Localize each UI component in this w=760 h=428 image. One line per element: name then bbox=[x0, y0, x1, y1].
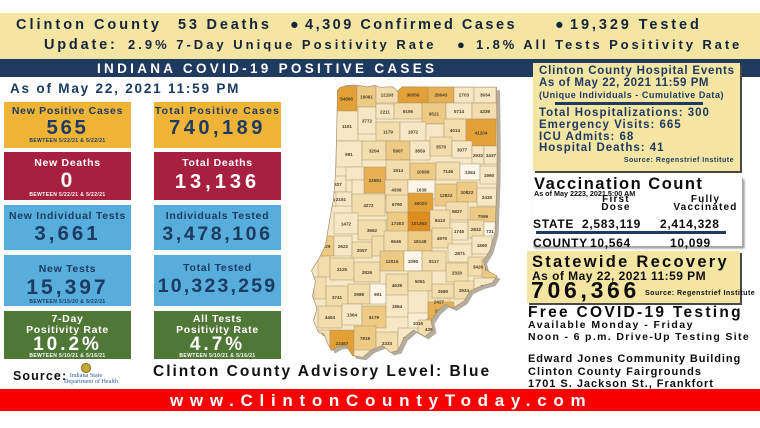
svg-text:4639: 4639 bbox=[392, 283, 403, 288]
svg-text:3772: 3772 bbox=[362, 118, 373, 123]
svg-text:54866: 54866 bbox=[340, 96, 353, 101]
svg-text:4404: 4404 bbox=[325, 315, 336, 320]
svg-text:1914: 1914 bbox=[393, 168, 404, 173]
svg-text:1638: 1638 bbox=[416, 187, 427, 192]
svg-text:1745: 1745 bbox=[454, 229, 465, 234]
svg-text:2703: 2703 bbox=[459, 92, 470, 97]
svg-text:1307: 1307 bbox=[446, 317, 457, 322]
svg-text:1090: 1090 bbox=[408, 259, 419, 264]
svg-text:1864: 1864 bbox=[392, 304, 403, 309]
svg-text:4380: 4380 bbox=[425, 327, 436, 332]
svg-text:12193: 12193 bbox=[381, 92, 394, 97]
svg-text:3426: 3426 bbox=[473, 264, 484, 269]
svg-text:2932: 2932 bbox=[473, 153, 484, 158]
svg-text:5714: 5714 bbox=[454, 109, 465, 114]
svg-text:12015: 12015 bbox=[386, 259, 399, 264]
svg-text:1972: 1972 bbox=[408, 129, 419, 134]
svg-text:101363: 101363 bbox=[411, 221, 427, 226]
svg-text:1708: 1708 bbox=[325, 197, 336, 202]
svg-text:5907: 5907 bbox=[393, 148, 404, 153]
svg-text:29043: 29043 bbox=[435, 92, 448, 97]
svg-text:22581: 22581 bbox=[369, 178, 382, 183]
svg-text:12822: 12822 bbox=[440, 193, 453, 198]
svg-text:3741: 3741 bbox=[332, 295, 343, 300]
svg-text:2125: 2125 bbox=[337, 267, 348, 272]
svg-text:3934: 3934 bbox=[480, 92, 491, 97]
svg-text:19061: 19061 bbox=[360, 94, 373, 99]
svg-text:3977: 3977 bbox=[457, 147, 468, 152]
svg-text:3662: 3662 bbox=[367, 228, 378, 233]
svg-text:3859: 3859 bbox=[415, 148, 426, 153]
svg-text:1354: 1354 bbox=[465, 170, 476, 175]
svg-text:1690: 1690 bbox=[477, 243, 488, 248]
svg-text:1364: 1364 bbox=[347, 312, 358, 317]
svg-text:7099: 7099 bbox=[478, 214, 489, 219]
svg-text:3204: 3204 bbox=[369, 148, 380, 153]
svg-text:8413: 8413 bbox=[435, 218, 446, 223]
svg-text:4272: 4272 bbox=[363, 203, 374, 208]
svg-text:2826: 2826 bbox=[362, 270, 373, 275]
svg-text:18148: 18148 bbox=[414, 239, 427, 244]
svg-text:6179: 6179 bbox=[369, 315, 380, 320]
svg-text:721: 721 bbox=[486, 229, 494, 234]
svg-text:17403: 17403 bbox=[391, 221, 404, 226]
svg-text:5827: 5827 bbox=[452, 209, 463, 214]
svg-text:1179: 1179 bbox=[383, 129, 393, 134]
svg-text:4339: 4339 bbox=[480, 109, 491, 114]
svg-text:10099: 10099 bbox=[417, 169, 430, 174]
svg-text:36556: 36556 bbox=[407, 92, 420, 97]
svg-text:6156: 6156 bbox=[403, 109, 414, 114]
svg-text:2871: 2871 bbox=[455, 251, 466, 256]
svg-text:6790: 6790 bbox=[392, 202, 403, 207]
svg-text:4309: 4309 bbox=[391, 187, 402, 192]
svg-text:36020: 36020 bbox=[414, 201, 427, 206]
svg-text:1101: 1101 bbox=[342, 124, 352, 129]
svg-text:901: 901 bbox=[374, 292, 382, 297]
svg-text:1015: 1015 bbox=[413, 321, 424, 326]
svg-text:991: 991 bbox=[345, 152, 353, 157]
svg-text:827: 827 bbox=[334, 182, 342, 187]
svg-text:2057: 2057 bbox=[357, 248, 368, 253]
svg-text:7146: 7146 bbox=[443, 169, 454, 174]
svg-text:2622: 2622 bbox=[338, 244, 349, 249]
svg-text:7818: 7818 bbox=[360, 336, 371, 341]
svg-text:2989: 2989 bbox=[354, 292, 365, 297]
svg-text:1472: 1472 bbox=[341, 221, 352, 226]
svg-text:22457: 22457 bbox=[336, 341, 349, 346]
svg-text:41204: 41204 bbox=[475, 130, 488, 135]
svg-text:2430: 2430 bbox=[482, 195, 493, 200]
svg-text:5051: 5051 bbox=[415, 279, 426, 284]
svg-text:4014: 4014 bbox=[450, 128, 461, 133]
svg-text:3570: 3570 bbox=[436, 144, 447, 149]
svg-text:10822: 10822 bbox=[461, 190, 474, 195]
svg-text:2320: 2320 bbox=[452, 270, 463, 275]
svg-text:4970: 4970 bbox=[437, 236, 448, 241]
svg-text:2211: 2211 bbox=[380, 109, 390, 114]
svg-text:2832: 2832 bbox=[471, 227, 482, 232]
svg-text:2726: 2726 bbox=[316, 339, 327, 344]
svg-text:6646: 6646 bbox=[391, 239, 402, 244]
svg-text:3924: 3924 bbox=[459, 288, 470, 293]
svg-text:8117: 8117 bbox=[429, 259, 439, 264]
svg-text:2680: 2680 bbox=[438, 289, 449, 294]
svg-text:3437: 3437 bbox=[486, 153, 497, 158]
svg-text:2151: 2151 bbox=[336, 197, 347, 202]
svg-text:9521: 9521 bbox=[429, 111, 440, 116]
svg-text:2427: 2427 bbox=[434, 299, 445, 304]
svg-text:2333: 2333 bbox=[382, 341, 393, 346]
svg-text:1990: 1990 bbox=[484, 173, 495, 178]
